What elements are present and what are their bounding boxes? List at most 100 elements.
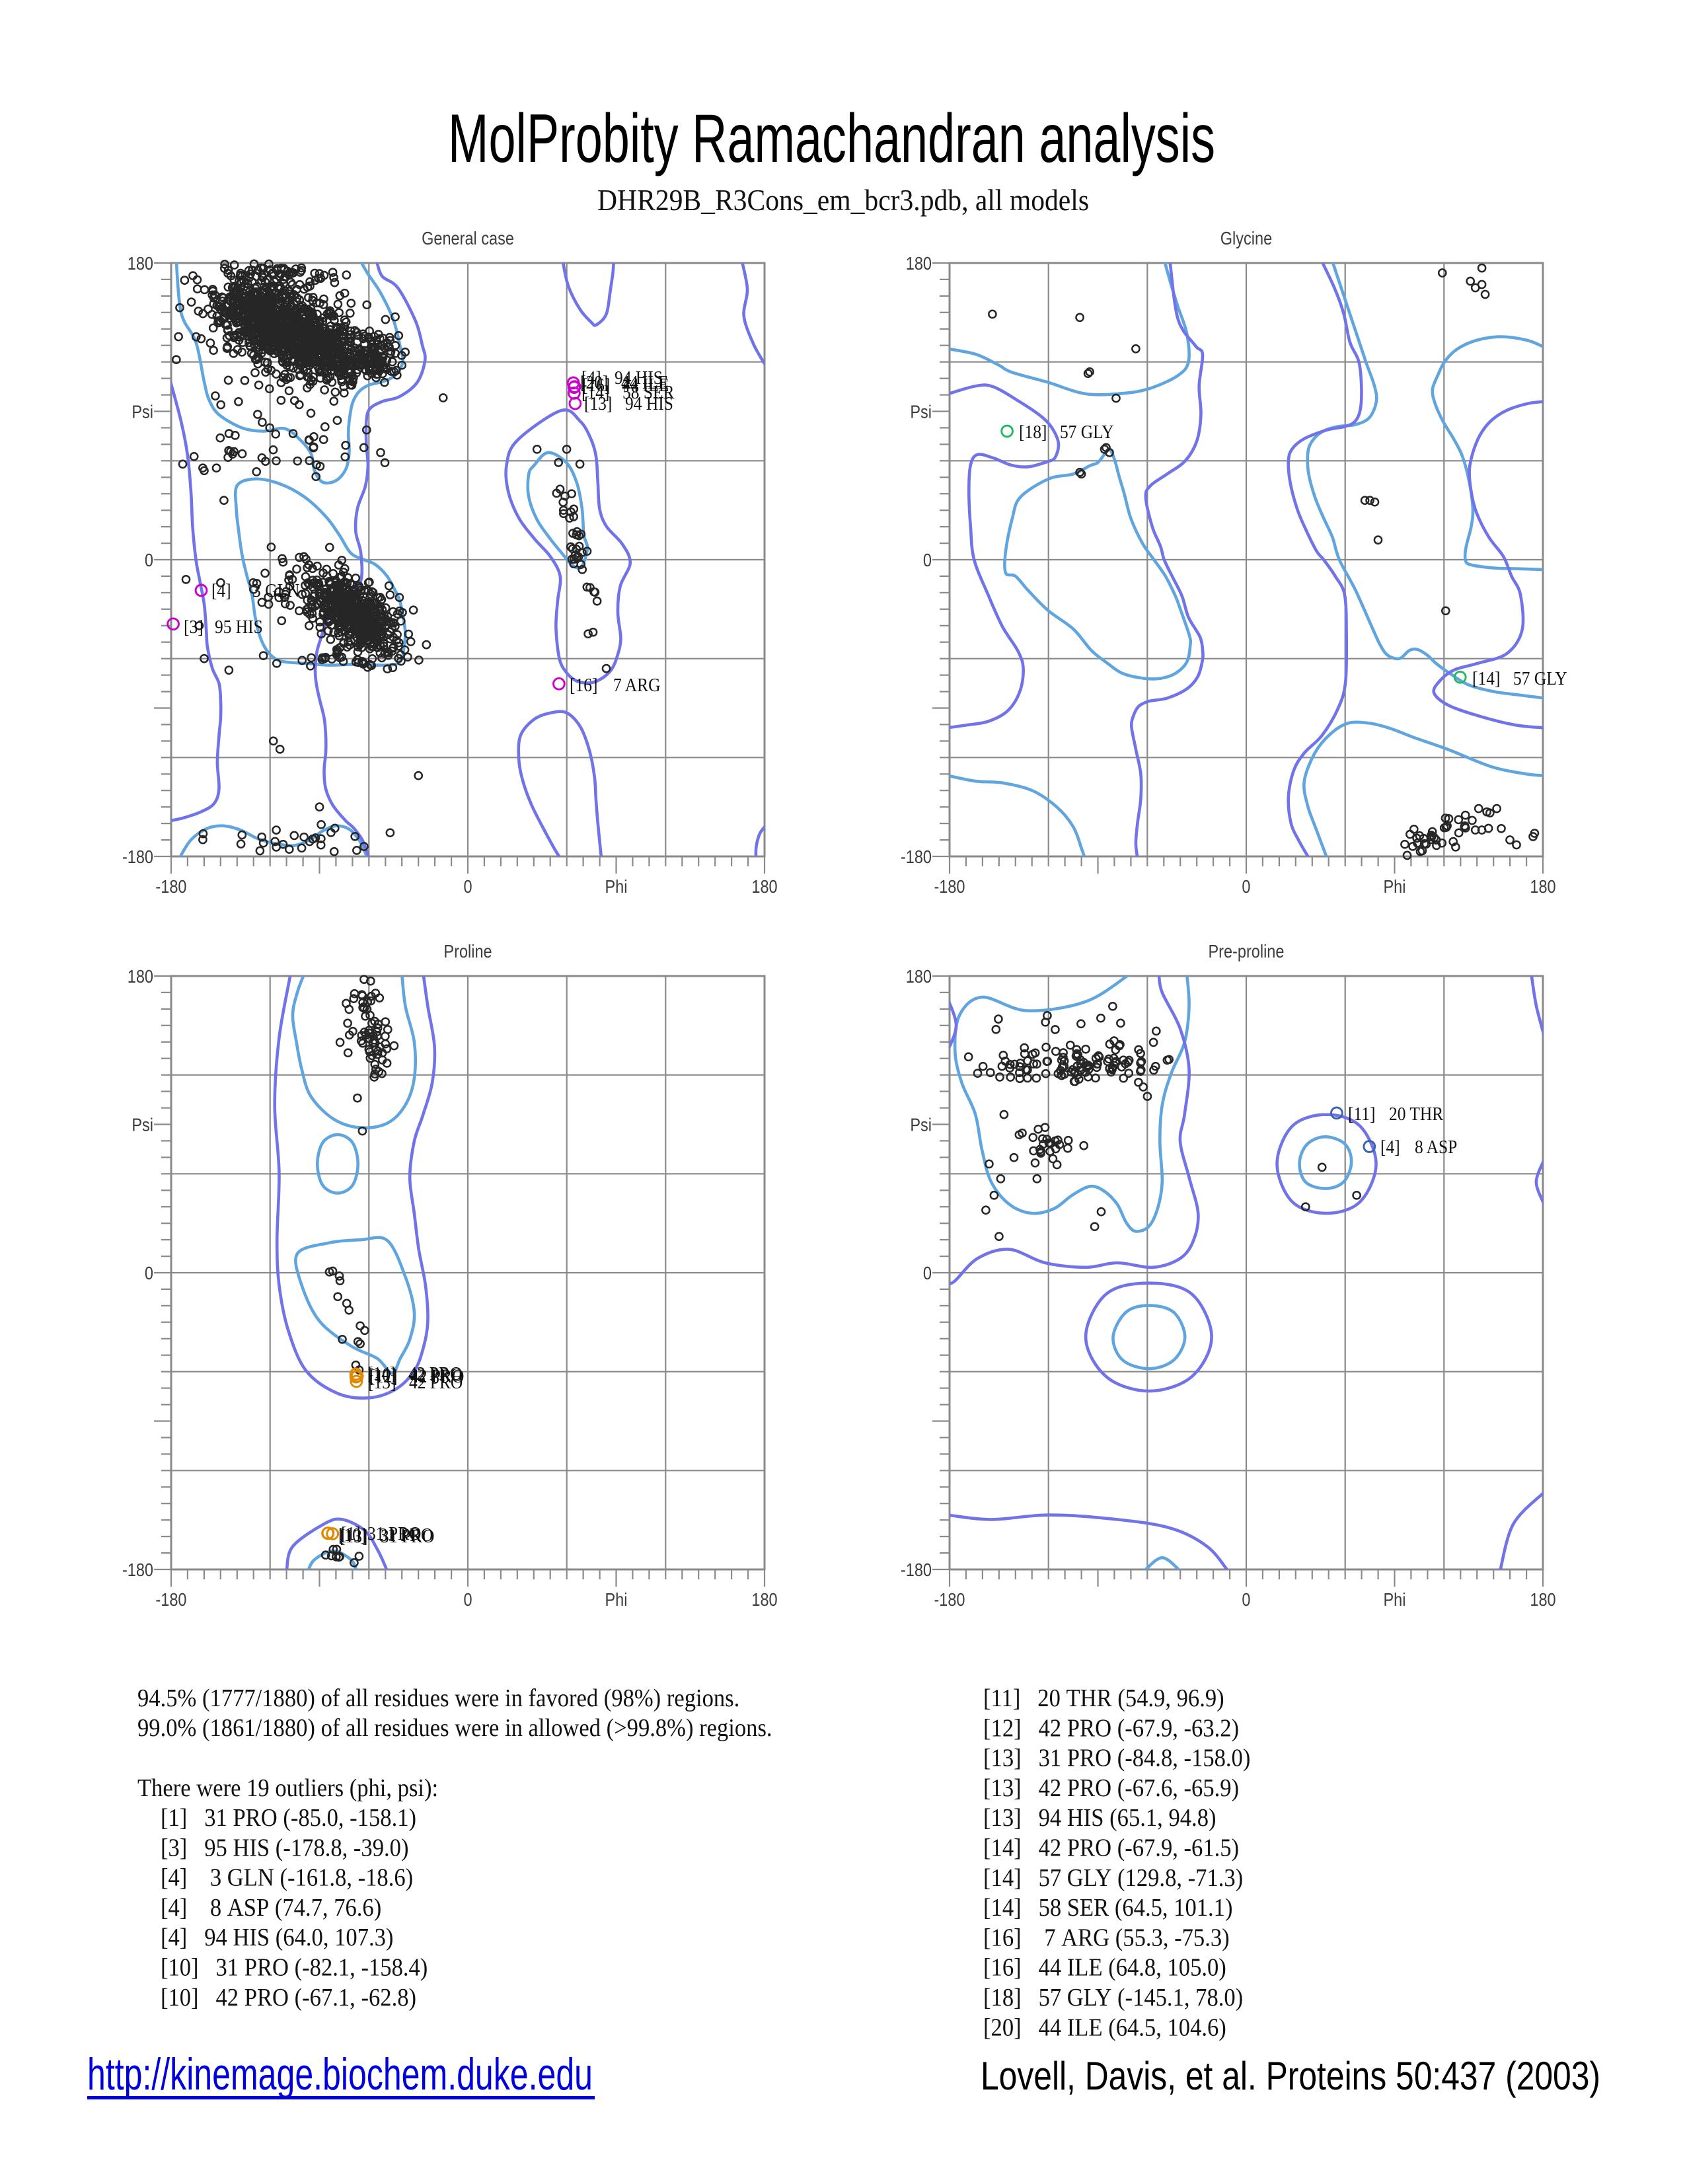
- svg-text:[16] 7 ARG (55.3, -75.3): [16] 7 ARG (55.3, -75.3): [983, 1924, 1230, 1951]
- svg-text:20 THR: 20 THR: [1389, 1104, 1443, 1124]
- svg-text:57 GLY: 57 GLY: [1513, 668, 1567, 689]
- svg-text:Psi: Psi: [910, 402, 932, 422]
- svg-text:Phi: Phi: [1384, 877, 1406, 897]
- svg-text:-180: -180: [155, 877, 186, 897]
- svg-text:42 PRO: 42 PRO: [408, 1363, 462, 1384]
- svg-text:0: 0: [923, 550, 932, 570]
- svg-text:[16]: [16]: [570, 675, 597, 695]
- svg-text:[14]: [14]: [367, 1363, 395, 1384]
- svg-text:180: 180: [906, 254, 932, 274]
- svg-text:DHR29B_R3Cons_em_bcr3.pdb, all: DHR29B_R3Cons_em_bcr3.pdb, all models: [597, 184, 1089, 217]
- svg-text:94 HIS: 94 HIS: [615, 367, 663, 388]
- svg-text:[13] 31 PRO (-84.8, -158.0): [13] 31 PRO (-84.8, -158.0): [983, 1744, 1250, 1772]
- svg-text:180: 180: [1530, 877, 1555, 897]
- svg-text:[14]: [14]: [1472, 668, 1500, 689]
- svg-text:MolProbity Ramachandran analys: MolProbity Ramachandran analysis: [448, 100, 1215, 177]
- svg-text:[4]: [4]: [211, 580, 231, 601]
- svg-text:0: 0: [923, 1263, 932, 1283]
- svg-text:[4] 3 GLN (-161.8, -18.6): [4] 3 GLN (-161.8, -18.6): [161, 1864, 413, 1891]
- svg-text:-180: -180: [122, 1560, 153, 1580]
- svg-text:[1]: [1]: [341, 1523, 361, 1544]
- svg-text:0: 0: [145, 1263, 153, 1283]
- svg-text:Psi: Psi: [131, 402, 153, 422]
- svg-text:180: 180: [906, 967, 932, 987]
- svg-text:[4] 8 ASP (74.7, 76.6): [4] 8 ASP (74.7, 76.6): [161, 1893, 381, 1921]
- svg-text:[10] 42 PRO (-67.1, -62.8): [10] 42 PRO (-67.1, -62.8): [161, 1983, 416, 2011]
- svg-text:[12]: [12]: [369, 1366, 397, 1386]
- svg-text:31 PRO: 31 PRO: [379, 1525, 433, 1545]
- svg-text:[4]: [4]: [1380, 1137, 1400, 1157]
- svg-text:57 GLY: 57 GLY: [1060, 422, 1114, 442]
- svg-text:[18] 57 GLY (-145.1, 78.0): [18] 57 GLY (-145.1, 78.0): [983, 1984, 1243, 2012]
- svg-text:0: 0: [463, 1590, 472, 1610]
- svg-text:[11]: [11]: [1348, 1104, 1375, 1124]
- svg-text:-180: -180: [155, 1590, 186, 1610]
- svg-text:[13]: [13]: [368, 1372, 396, 1392]
- svg-text:Phi: Phi: [605, 1590, 627, 1610]
- svg-text:Glycine: Glycine: [1220, 229, 1272, 248]
- svg-text:[12] 42 PRO (-67.9, -63.2): [12] 42 PRO (-67.9, -63.2): [983, 1714, 1239, 1742]
- svg-text:31 PRO: 31 PRO: [381, 1526, 434, 1546]
- svg-text:[3]: [3]: [184, 617, 204, 637]
- svg-text:-180: -180: [901, 847, 932, 867]
- svg-text:99.0% (1861/1880) of all resid: 99.0% (1861/1880) of all residues were i…: [137, 1714, 772, 1742]
- svg-text:[13] 94 HIS (65.1, 94.8): [13] 94 HIS (65.1, 94.8): [983, 1804, 1216, 1832]
- svg-text:31 PRO: 31 PRO: [367, 1523, 421, 1544]
- svg-text:[20] 44 ILE (64.5, 104.6): [20] 44 ILE (64.5, 104.6): [983, 2014, 1226, 2041]
- svg-text:-180: -180: [122, 847, 153, 867]
- svg-text:[4]: [4]: [581, 367, 601, 388]
- svg-text:[14] 42 PRO (-67.9, -61.5): [14] 42 PRO (-67.9, -61.5): [983, 1834, 1239, 1862]
- svg-text:7 ARG: 7 ARG: [613, 675, 660, 695]
- svg-text:Psi: Psi: [910, 1115, 932, 1135]
- svg-text:[1] 31 PRO (-85.0, -158.1): [1] 31 PRO (-85.0, -158.1): [161, 1804, 416, 1832]
- svg-text:[13]: [13]: [584, 393, 612, 414]
- svg-text:180: 180: [751, 1590, 777, 1610]
- svg-text:180: 180: [128, 254, 153, 274]
- svg-text:[14] 57 GLY (129.8, -71.3): [14] 57 GLY (129.8, -71.3): [983, 1864, 1243, 1891]
- svg-text:42 PRO: 42 PRO: [409, 1365, 463, 1385]
- svg-text:[14] 58 SER (64.5, 101.1): [14] 58 SER (64.5, 101.1): [983, 1894, 1232, 1922]
- svg-text:There were 19 outliers (phi, p: There were 19 outliers (phi, psi):: [137, 1774, 438, 1802]
- svg-text:0: 0: [1242, 877, 1250, 897]
- svg-text:http://kinemage.biochem.duke.e: http://kinemage.biochem.duke.edu: [87, 2049, 593, 2099]
- svg-text:3 GLN: 3 GLN: [252, 580, 299, 601]
- svg-text:-180: -180: [934, 1590, 965, 1610]
- svg-text:General case: General case: [422, 229, 514, 248]
- svg-text:Proline: Proline: [443, 942, 492, 961]
- svg-text:180: 180: [1530, 1590, 1555, 1610]
- svg-text:[13] 42 PRO (-67.6, -65.9): [13] 42 PRO (-67.6, -65.9): [983, 1774, 1239, 1801]
- svg-text:[14]: [14]: [581, 382, 609, 402]
- svg-text:Phi: Phi: [605, 877, 627, 897]
- svg-text:42 PRO: 42 PRO: [410, 1366, 464, 1386]
- svg-text:Pre-proline: Pre-proline: [1208, 942, 1284, 961]
- svg-text:[11] 20 THR (54.9, 96.9): [11] 20 THR (54.9, 96.9): [983, 1684, 1224, 1712]
- svg-text:[4] 94 HIS (64.0, 107.3): [4] 94 HIS (64.0, 107.3): [161, 1924, 393, 1951]
- svg-text:[10] 31 PRO (-82.1, -158.4): [10] 31 PRO (-82.1, -158.4): [161, 1953, 428, 1981]
- svg-text:[10]: [10]: [338, 1525, 366, 1545]
- svg-text:-180: -180: [934, 877, 965, 897]
- svg-text:180: 180: [128, 967, 153, 987]
- svg-text:44 ILE: 44 ILE: [621, 372, 668, 393]
- svg-text:[10]: [10]: [368, 1365, 396, 1385]
- svg-text:[20]: [20]: [580, 372, 608, 393]
- svg-text:0: 0: [463, 877, 472, 897]
- svg-text:44 ILE: 44 ILE: [622, 375, 669, 395]
- svg-text:[16]: [16]: [582, 375, 610, 395]
- svg-text:[3] 95 HIS (-178.8, -39.0): [3] 95 HIS (-178.8, -39.0): [161, 1834, 409, 1862]
- svg-text:-180: -180: [901, 1560, 932, 1580]
- svg-text:[18]: [18]: [1019, 422, 1047, 442]
- svg-text:Phi: Phi: [1384, 1590, 1406, 1610]
- svg-text:0: 0: [145, 550, 153, 570]
- svg-text:58 SER: 58 SER: [622, 382, 675, 402]
- svg-text:[13]: [13]: [340, 1526, 367, 1546]
- svg-text:8 ASP: 8 ASP: [1415, 1137, 1457, 1157]
- svg-text:[16] 44 ILE (64.8, 105.0): [16] 44 ILE (64.8, 105.0): [983, 1953, 1226, 1981]
- svg-text:0: 0: [1242, 1590, 1250, 1610]
- svg-text:42 PRO: 42 PRO: [409, 1372, 463, 1392]
- svg-text:95 HIS: 95 HIS: [215, 617, 263, 637]
- svg-text:94 HIS: 94 HIS: [625, 393, 673, 414]
- svg-text:180: 180: [751, 877, 777, 897]
- svg-text:Psi: Psi: [131, 1115, 153, 1135]
- svg-text:94.5% (1777/1880) of all resid: 94.5% (1777/1880) of all residues were i…: [137, 1684, 739, 1712]
- svg-text:Lovell, Davis, et al. Proteins: Lovell, Davis, et al. Proteins 50:437 (2…: [981, 2054, 1600, 2098]
